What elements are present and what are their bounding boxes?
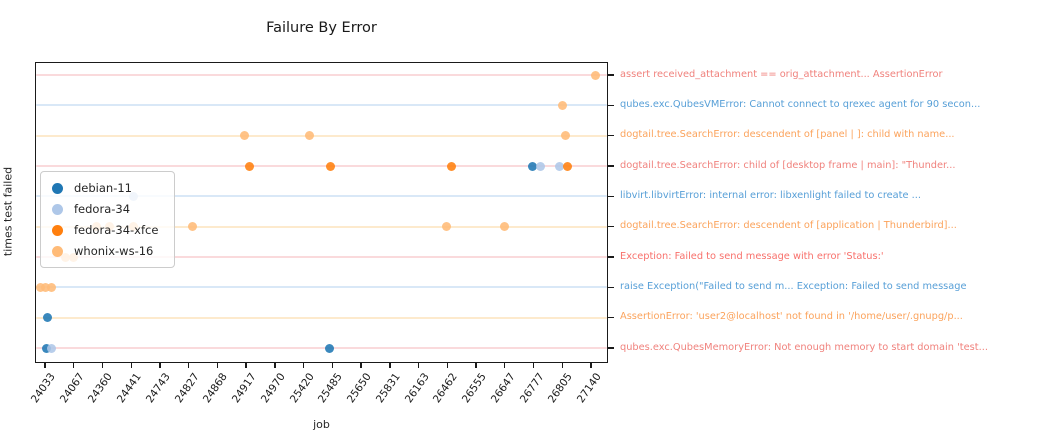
x-tick-mark bbox=[216, 363, 219, 368]
error-label: AssertionError: 'user2@localhost' not fo… bbox=[620, 311, 963, 323]
error-label: dogtail.tree.SearchError: descendent of … bbox=[620, 220, 957, 232]
data-point bbox=[560, 131, 570, 141]
data-point bbox=[41, 343, 51, 353]
data-point bbox=[188, 222, 198, 232]
x-tick-mark bbox=[590, 363, 592, 368]
category-line bbox=[36, 134, 607, 137]
legend-item: fedora-34 bbox=[52, 201, 158, 217]
data-point bbox=[244, 161, 254, 171]
data-point bbox=[325, 161, 335, 171]
data-point bbox=[46, 282, 56, 292]
category-line bbox=[36, 347, 607, 349]
legend-item: debian-11 bbox=[52, 180, 158, 196]
x-tick-mark bbox=[475, 363, 477, 368]
x-tick-mark bbox=[245, 363, 247, 368]
data-point bbox=[446, 161, 456, 171]
error-label: dogtail.tree.SearchError: descendent of … bbox=[620, 129, 955, 141]
data-point bbox=[239, 131, 249, 141]
legend-item-label: debian-11 bbox=[74, 181, 132, 195]
legend-item-label: fedora-34-xfce bbox=[74, 223, 159, 237]
legend: debian-11 fedora-34 fedora-34-xfce whonix-w… bbox=[40, 171, 176, 268]
data-point bbox=[305, 131, 315, 141]
error-label: Exception: Failed to send message with e… bbox=[620, 250, 884, 262]
category-line bbox=[36, 165, 607, 167]
x-tick-mark bbox=[504, 363, 506, 368]
x-tick-mark bbox=[101, 363, 104, 368]
legend-item-label: fedora-34 bbox=[74, 202, 131, 216]
error-label: qubes.exc.QubesMemoryError: Not enough m… bbox=[620, 341, 988, 353]
legend-item: whonix-ws-16 bbox=[52, 243, 158, 259]
x-tick-mark bbox=[561, 363, 563, 368]
chart-title: Failure By Error bbox=[266, 20, 377, 36]
legend-item: fedora-34-xfce bbox=[52, 222, 158, 238]
y-tick-mark bbox=[608, 225, 614, 228]
x-tick-mark bbox=[446, 363, 448, 368]
y-tick-mark bbox=[608, 74, 614, 76]
data-point bbox=[42, 313, 52, 323]
y-tick-mark bbox=[608, 286, 614, 289]
legend-marker-icon bbox=[52, 224, 63, 236]
x-tick-mark bbox=[532, 363, 535, 368]
category-line bbox=[36, 225, 607, 228]
category-line bbox=[36, 256, 607, 258]
data-point bbox=[528, 161, 538, 171]
category-line bbox=[36, 104, 607, 107]
error-label: dogtail.tree.SearchError: child of [desk… bbox=[620, 159, 956, 171]
x-tick-mark bbox=[331, 363, 334, 368]
legend-marker-icon bbox=[52, 245, 63, 257]
category-line bbox=[36, 316, 607, 319]
error-label: raise Exception("Failed to send m... Exc… bbox=[620, 280, 967, 292]
x-tick-mark bbox=[274, 363, 276, 368]
data-point bbox=[441, 222, 451, 232]
data-point bbox=[554, 161, 564, 171]
category-line bbox=[36, 74, 607, 76]
error-label: libvirt.libvirtError: internal error: li… bbox=[620, 189, 921, 201]
x-axis-label: job bbox=[313, 418, 330, 431]
y-tick-mark bbox=[608, 195, 614, 198]
y-tick-mark bbox=[608, 316, 614, 319]
y-tick-mark bbox=[608, 165, 614, 167]
data-point bbox=[324, 343, 334, 353]
y-tick-mark bbox=[608, 256, 614, 258]
legend-item-label: whonix-ws-16 bbox=[74, 244, 154, 258]
x-tick-mark bbox=[130, 363, 132, 368]
category-line bbox=[36, 195, 607, 198]
x-tick-mark bbox=[389, 363, 391, 368]
x-tick-mark bbox=[159, 363, 161, 368]
x-tick-mark bbox=[302, 363, 305, 368]
y-tick-mark bbox=[608, 347, 614, 349]
y-tick-mark bbox=[608, 104, 614, 107]
x-tick-mark bbox=[187, 363, 190, 368]
data-point bbox=[40, 282, 50, 292]
x-tick-mark bbox=[44, 363, 46, 368]
y-axis-label: times test failed bbox=[1, 166, 15, 257]
legend-marker-icon bbox=[52, 182, 63, 194]
error-label: assert received_attachment == orig_attac… bbox=[620, 68, 943, 80]
legend-marker-icon bbox=[52, 203, 63, 215]
data-point bbox=[562, 161, 572, 171]
data-point bbox=[557, 100, 567, 110]
x-tick-mark bbox=[73, 363, 75, 368]
y-tick-mark bbox=[608, 134, 614, 137]
category-line bbox=[36, 286, 607, 289]
error-label: qubes.exc.QubesVMError: Cannot connect t… bbox=[620, 98, 981, 110]
x-tick-mark bbox=[360, 363, 362, 368]
data-point bbox=[536, 161, 546, 171]
data-point bbox=[500, 222, 510, 232]
data-point bbox=[590, 70, 600, 80]
data-point bbox=[35, 282, 45, 292]
data-point bbox=[46, 343, 56, 353]
x-tick-mark bbox=[417, 363, 420, 368]
